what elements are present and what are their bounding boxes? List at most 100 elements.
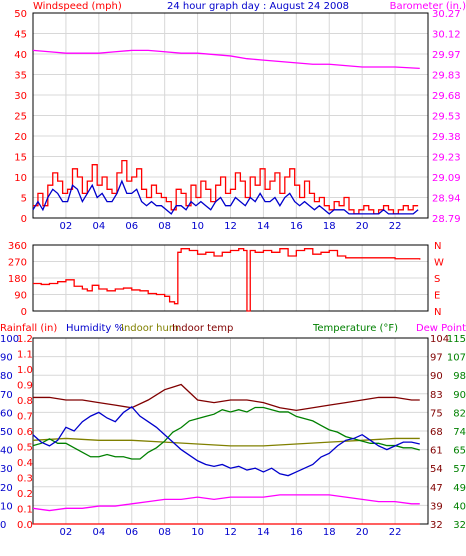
wind-tick-label: 0: [21, 214, 27, 225]
rain-tick-label: 0.2: [17, 489, 33, 500]
barometer-line: [32, 49, 420, 70]
wind-tick-label: 10: [14, 173, 27, 184]
baro-tick-label: 29.97: [432, 50, 461, 61]
wind-x-tick-label: 02: [60, 221, 73, 232]
temperature-tick-label: 49: [453, 483, 466, 494]
wind-tick-label: 20: [14, 132, 27, 143]
humidity-tick-label: 0: [0, 520, 6, 531]
temperature-line: [32, 406, 420, 460]
baro-tick-label: 28.94: [432, 194, 461, 205]
compass-tick-label: N: [434, 241, 441, 252]
rain-tick-label: 0.9: [17, 381, 33, 392]
humidity-tick-label: 60: [0, 408, 13, 419]
temperature-tick-label: 98: [453, 371, 466, 382]
temperature-tick-label: 32: [453, 520, 466, 531]
indoor-temp-axis-title: Indoor temp: [172, 323, 233, 334]
wind-x-tick-label: 12: [224, 221, 237, 232]
indoor-temp-tick-label: 32: [430, 520, 443, 531]
temp-x-tick-label: 04: [92, 527, 105, 538]
indoor-temp-tick-label: 97: [430, 353, 443, 364]
baro-tick-label: 29.83: [432, 71, 461, 82]
baro-tick-label: 29.68: [432, 91, 461, 102]
temperature-tick-label: 57: [453, 464, 466, 475]
humidity-tick-label: 10: [0, 501, 13, 512]
humidity-tick-label: 80: [0, 371, 13, 382]
baro-tick-label: 29.23: [432, 153, 461, 164]
dir-plot-frame: [32, 244, 429, 312]
temp-x-tick-label: 06: [125, 527, 138, 538]
temperature-tick-label: 65: [453, 446, 466, 457]
wind-tick-label: 50: [14, 9, 27, 20]
rain-tick-label: 1.2: [17, 334, 33, 345]
indoor-temp-tick-label: 61: [430, 446, 443, 457]
indoor-temp-tick-label: 104: [430, 334, 449, 345]
wind-tick-label: 15: [14, 153, 27, 164]
temperature-tick-label: 115: [447, 334, 466, 345]
temp-x-tick-label: 12: [224, 527, 237, 538]
humidity-axis-title: Humidity %: [66, 323, 124, 334]
indoor-temp-tick-label: 47: [430, 483, 443, 494]
indoor-humidity-line: [32, 437, 420, 447]
humidity-line: [32, 405, 420, 477]
rain-tick-label: 0.0: [17, 520, 33, 531]
indoor-temp-tick-label: 68: [430, 427, 443, 438]
compass-tick-label: S: [434, 274, 440, 285]
wind-tick-label: 45: [14, 30, 27, 41]
indoor-temp-tick-label: 90: [430, 371, 443, 382]
wind-x-tick-label: 08: [158, 221, 171, 232]
wind-direction-line: [33, 248, 421, 312]
temp-x-tick-label: 02: [60, 527, 73, 538]
rain-tick-label: 0.1: [17, 505, 33, 516]
graph-title: 24 hour graph day : August 24 2008: [167, 1, 349, 12]
dir-tick-label: 0: [21, 307, 27, 318]
wind-gust-line: [33, 159, 419, 215]
compass-tick-label: W: [434, 258, 444, 269]
baro-tick-label: 29.53: [432, 112, 461, 123]
baro-tick-label: 28.79: [432, 214, 461, 225]
rain-tick-label: 1.1: [17, 350, 33, 361]
humidity-tick-label: 100: [0, 334, 19, 345]
temperature-tick-label: 90: [453, 390, 466, 401]
wind-x-tick-label: 10: [191, 221, 204, 232]
temperature-axis-title: Temperature (°F): [312, 323, 398, 334]
rain-tick-label: 0.8: [17, 396, 33, 407]
wind-plot-frame: [32, 12, 429, 219]
temp-x-tick-label: 18: [323, 527, 336, 538]
indoor-temp-tick-label: 39: [430, 501, 443, 512]
wind-x-tick-label: 04: [92, 221, 105, 232]
wind-x-tick-label: 16: [290, 221, 303, 232]
rain-tick-label: 0.5: [17, 443, 33, 454]
humidity-tick-label: 50: [0, 427, 13, 438]
baro-tick-label: 30.27: [432, 9, 461, 20]
wind-x-tick-label: 06: [125, 221, 138, 232]
humidity-tick-label: 20: [0, 483, 13, 494]
rain-tick-label: 0.4: [17, 458, 33, 469]
dewpoint-line: [32, 494, 420, 512]
rain-axis-title: Rainfall (in): [0, 323, 57, 334]
baro-tick-label: 29.38: [432, 132, 461, 143]
wind-x-tick-label: 22: [389, 221, 402, 232]
indoor-temp-tick-label: 54: [430, 464, 443, 475]
temperature-tick-label: 74: [453, 427, 466, 438]
baro-axis-title: Barometer (in.): [390, 1, 466, 12]
compass-tick-label: N: [434, 307, 441, 318]
indoor-temp-tick-label: 83: [430, 390, 443, 401]
wind-tick-label: 30: [14, 91, 27, 102]
temp-x-tick-label: 16: [290, 527, 303, 538]
temperature-tick-label: 107: [447, 353, 466, 364]
baro-tick-label: 30.12: [432, 30, 461, 41]
temp-x-tick-label: 14: [257, 527, 270, 538]
rain-tick-label: 0.3: [17, 474, 33, 485]
dir-tick-label: 360: [8, 241, 27, 252]
baro-tick-label: 29.09: [432, 173, 461, 184]
dir-tick-label: 90: [14, 291, 27, 302]
rain-tick-label: 1.0: [17, 365, 33, 376]
rain-tick-label: 0.6: [17, 427, 33, 438]
indoor-hum-axis-title: Indoor hum: [121, 323, 179, 334]
wind-x-tick-label: 18: [323, 221, 336, 232]
indoor-temp-line: [33, 383, 420, 411]
wind-tick-label: 5: [21, 194, 27, 205]
humidity-tick-label: 70: [0, 390, 13, 401]
